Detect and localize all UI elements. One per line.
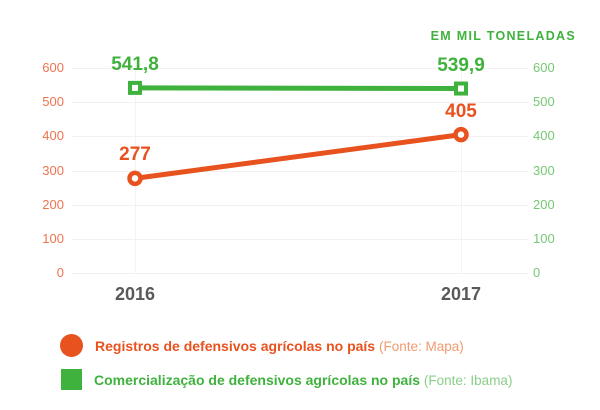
series-line-0 xyxy=(134,132,462,181)
legend-source-mapa: (Fonte: Mapa) xyxy=(378,338,464,354)
y-axis-tick-right: 300 xyxy=(533,162,555,178)
data-point-marker-circle xyxy=(127,170,143,187)
gridline-horizontal xyxy=(72,204,528,206)
legend-label-comercializacao: Comercialização de defensivos agrícolas … xyxy=(94,372,512,388)
legend-circle-marker-icon xyxy=(60,334,83,357)
y-axis-tick-right: 400 xyxy=(533,128,555,144)
gridline-horizontal xyxy=(72,102,528,104)
data-point-marker-square xyxy=(128,80,142,95)
series-line-1 xyxy=(134,85,462,92)
x-axis-tick: 2016 xyxy=(114,284,156,304)
legend-source-ibama: (Fonte: Ibama) xyxy=(423,372,513,388)
gridline-vertical xyxy=(135,62,136,273)
gridline-horizontal xyxy=(72,273,528,274)
y-axis-tick-left: 0 xyxy=(56,265,64,280)
data-point-label: 541,8 xyxy=(111,53,159,75)
gridline-horizontal xyxy=(72,136,528,138)
legend-series-name: Comercialização de defensivos agrícolas … xyxy=(94,371,421,388)
legend-label-registros: Registros de defensivos agrícolas no paí… xyxy=(95,338,464,354)
data-point-marker-square xyxy=(454,81,468,96)
data-point-label: 277 xyxy=(119,144,151,166)
y-axis-tick-right: 100 xyxy=(533,230,555,246)
data-point-label: 405 xyxy=(445,100,477,122)
chart-title: EM MIL TONELADAS xyxy=(430,29,576,43)
y-axis-tick-right: 0 xyxy=(533,265,541,280)
gridline-horizontal xyxy=(72,238,528,240)
y-axis-tick-right: 600 xyxy=(533,60,555,75)
legend: Registros de defensivos agrícolas no paí… xyxy=(60,333,512,392)
gridline-vertical xyxy=(461,62,462,273)
y-axis-tick-left: 100 xyxy=(42,230,64,246)
gridline-horizontal xyxy=(72,170,528,172)
y-axis-tick-left: 200 xyxy=(42,196,64,212)
y-axis-tick-right: 500 xyxy=(533,94,555,110)
legend-square-marker-icon xyxy=(61,369,82,390)
y-axis-tick-right: 200 xyxy=(533,196,555,212)
legend-series-name: Registros de defensivos agrícolas no paí… xyxy=(95,337,376,354)
data-point-label: 539,9 xyxy=(437,54,485,76)
y-axis-tick-left: 400 xyxy=(42,128,64,144)
data-point-marker-circle xyxy=(453,126,469,143)
legend-item-registros: Registros de defensivos agrícolas no paí… xyxy=(60,333,512,358)
x-axis-tick: 2017 xyxy=(440,284,482,304)
y-axis-tick-left: 500 xyxy=(42,94,64,110)
y-axis-tick-left: 300 xyxy=(42,162,64,178)
y-axis-tick-left: 600 xyxy=(42,60,64,75)
gridline-horizontal xyxy=(72,68,528,69)
legend-item-comercializacao: Comercialização de defensivos agrícolas … xyxy=(60,367,512,392)
